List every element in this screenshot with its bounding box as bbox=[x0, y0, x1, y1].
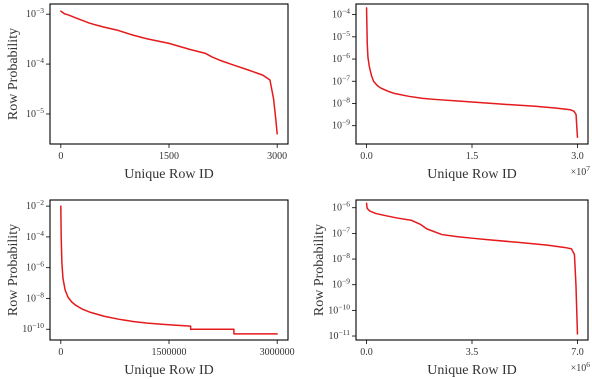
y-tick-label: 10−10 bbox=[328, 302, 350, 316]
x-axis-label: Unique Row ID bbox=[124, 363, 213, 378]
series-line bbox=[365, 7, 579, 139]
chart-panel: 0.0 3.5 7.0 10−11 10−10 10−9 10−8 10−7 10−6 ×106 U… bbox=[312, 199, 591, 378]
x-multiplier-label: ×107 bbox=[571, 164, 591, 178]
y-tick-label: 10−8 bbox=[332, 251, 350, 265]
y-tick-label: 10−4 bbox=[26, 56, 44, 70]
x-axis-label: Unique Row ID bbox=[427, 363, 516, 378]
x-tick-label: 0.0 bbox=[360, 151, 373, 162]
y-axis-label: Row Probability bbox=[6, 224, 21, 316]
y-tick-label: 10−8 bbox=[332, 95, 350, 109]
x-axis-label: Unique Row ID bbox=[427, 167, 516, 182]
series-line bbox=[365, 202, 579, 335]
y-tick-label: 10−6 bbox=[332, 200, 350, 214]
chart-panel: 0 1500 3000 10−5 10−4 10−3 Unique Row ID Row Pr… bbox=[6, 3, 289, 182]
y-tick-label: 10−9 bbox=[332, 277, 350, 291]
x-tick-label: 0.0 bbox=[360, 347, 373, 358]
series-line bbox=[60, 205, 278, 335]
series-line bbox=[60, 10, 278, 135]
plot-frame bbox=[49, 3, 289, 145]
plot-frame bbox=[49, 199, 289, 341]
y-tick-label: 10−6 bbox=[332, 51, 350, 65]
x-multiplier-label: ×106 bbox=[571, 360, 591, 374]
x-tick-label: 3.0 bbox=[571, 151, 584, 162]
chart-panel: 0.0 1.5 3.0 10−9 10−8 10−7 10−6 10−5 10−4 ×107 Uni… bbox=[332, 3, 591, 182]
x-tick-label: 1500000 bbox=[152, 347, 187, 358]
y-axis-label: Row Probability bbox=[6, 28, 21, 120]
plot-frame bbox=[355, 3, 589, 145]
x-tick-label: 3000000 bbox=[260, 347, 295, 358]
y-tick-label: 10−2 bbox=[26, 198, 44, 212]
x-tick-label: 1500 bbox=[159, 151, 179, 162]
y-tick-label: 10−7 bbox=[332, 73, 350, 87]
y-tick-label: 10−11 bbox=[329, 328, 351, 342]
x-axis-label: Unique Row ID bbox=[124, 167, 213, 182]
y-tick-label: 10−8 bbox=[26, 290, 44, 304]
y-tick-label: 10−5 bbox=[26, 106, 44, 120]
x-tick-label: 0 bbox=[58, 347, 63, 358]
y-tick-label: 10−7 bbox=[332, 225, 350, 239]
chart-panel: 0 1500000 3000000 10−10 10−8 10−6 10−4 10−2 Uniq… bbox=[6, 198, 295, 378]
x-tick-label: 0 bbox=[58, 151, 63, 162]
x-tick-label: 3.5 bbox=[466, 347, 479, 358]
y-axis-label: Row Probability bbox=[312, 224, 327, 316]
y-tick-label: 10−4 bbox=[332, 7, 350, 21]
y-tick-label: 10−3 bbox=[26, 6, 44, 20]
plot-frame bbox=[355, 199, 589, 341]
x-tick-label: 1.5 bbox=[466, 151, 479, 162]
y-tick-label: 10−4 bbox=[26, 229, 44, 243]
y-tick-label: 10−5 bbox=[332, 29, 350, 43]
x-tick-label: 7.0 bbox=[571, 347, 584, 358]
x-tick-label: 3000 bbox=[267, 151, 287, 162]
y-tick-label: 10−9 bbox=[332, 118, 350, 132]
y-tick-label: 10−10 bbox=[22, 321, 44, 335]
y-tick-label: 10−6 bbox=[26, 260, 44, 274]
